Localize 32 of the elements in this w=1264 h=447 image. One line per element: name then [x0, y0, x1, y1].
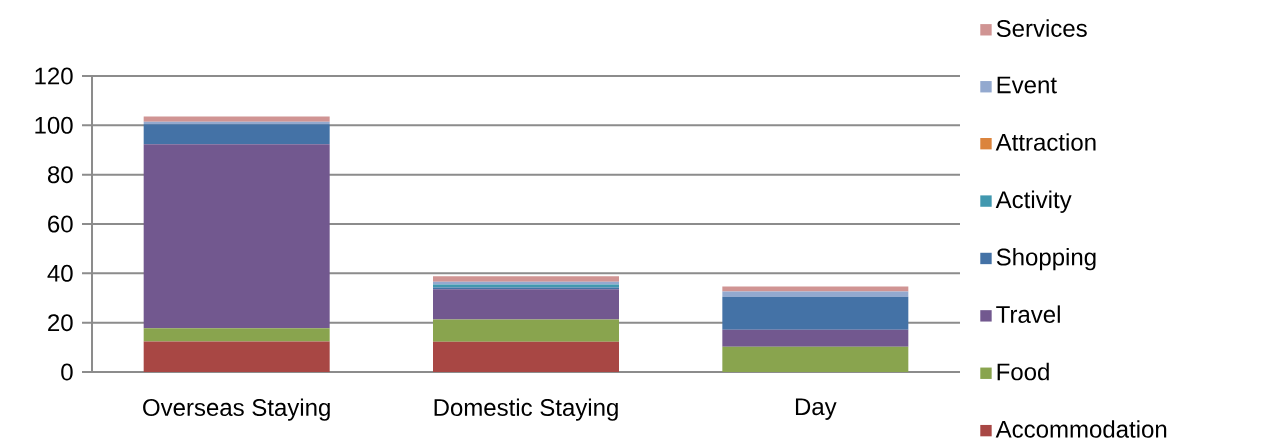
- legend-label: Accommodation: [995, 420, 1167, 438]
- y-tick-label: 100: [35, 116, 73, 134]
- legend-label: Food: [997, 362, 1049, 381]
- bar: [433, 341, 619, 372]
- x-tick-label: Domestic Staying: [434, 398, 618, 421]
- y-tick-label: 60: [48, 215, 73, 233]
- x-tick-label: Overseas Staying: [143, 398, 330, 421]
- legend-label: Attraction: [995, 133, 1096, 151]
- y-tick-label: 80: [47, 166, 73, 184]
- legend-label: Services: [996, 19, 1087, 37]
- bar: [722, 286, 909, 292]
- y-tick-label: 20: [48, 314, 73, 332]
- bar: [143, 328, 330, 342]
- legend-label: Activity: [995, 190, 1072, 213]
- y-tick-label: 0: [61, 363, 73, 381]
- bar: [143, 124, 330, 145]
- legend-label: Shopping: [996, 247, 1096, 271]
- bar: [433, 276, 619, 282]
- bar: [433, 289, 619, 320]
- legend-label: Travel: [996, 305, 1060, 323]
- bar: [722, 296, 909, 330]
- bar: [143, 341, 330, 372]
- bar: [143, 144, 330, 329]
- x-tick-label: Day: [795, 398, 837, 420]
- y-tick-label: 120: [35, 67, 73, 85]
- bar: [143, 116, 330, 122]
- legend-label: Event: [997, 76, 1057, 94]
- bar: [722, 291, 909, 297]
- bar: [433, 319, 619, 342]
- y-tick-label: 40: [47, 264, 73, 282]
- bar: [722, 329, 909, 347]
- bar: [722, 346, 909, 372]
